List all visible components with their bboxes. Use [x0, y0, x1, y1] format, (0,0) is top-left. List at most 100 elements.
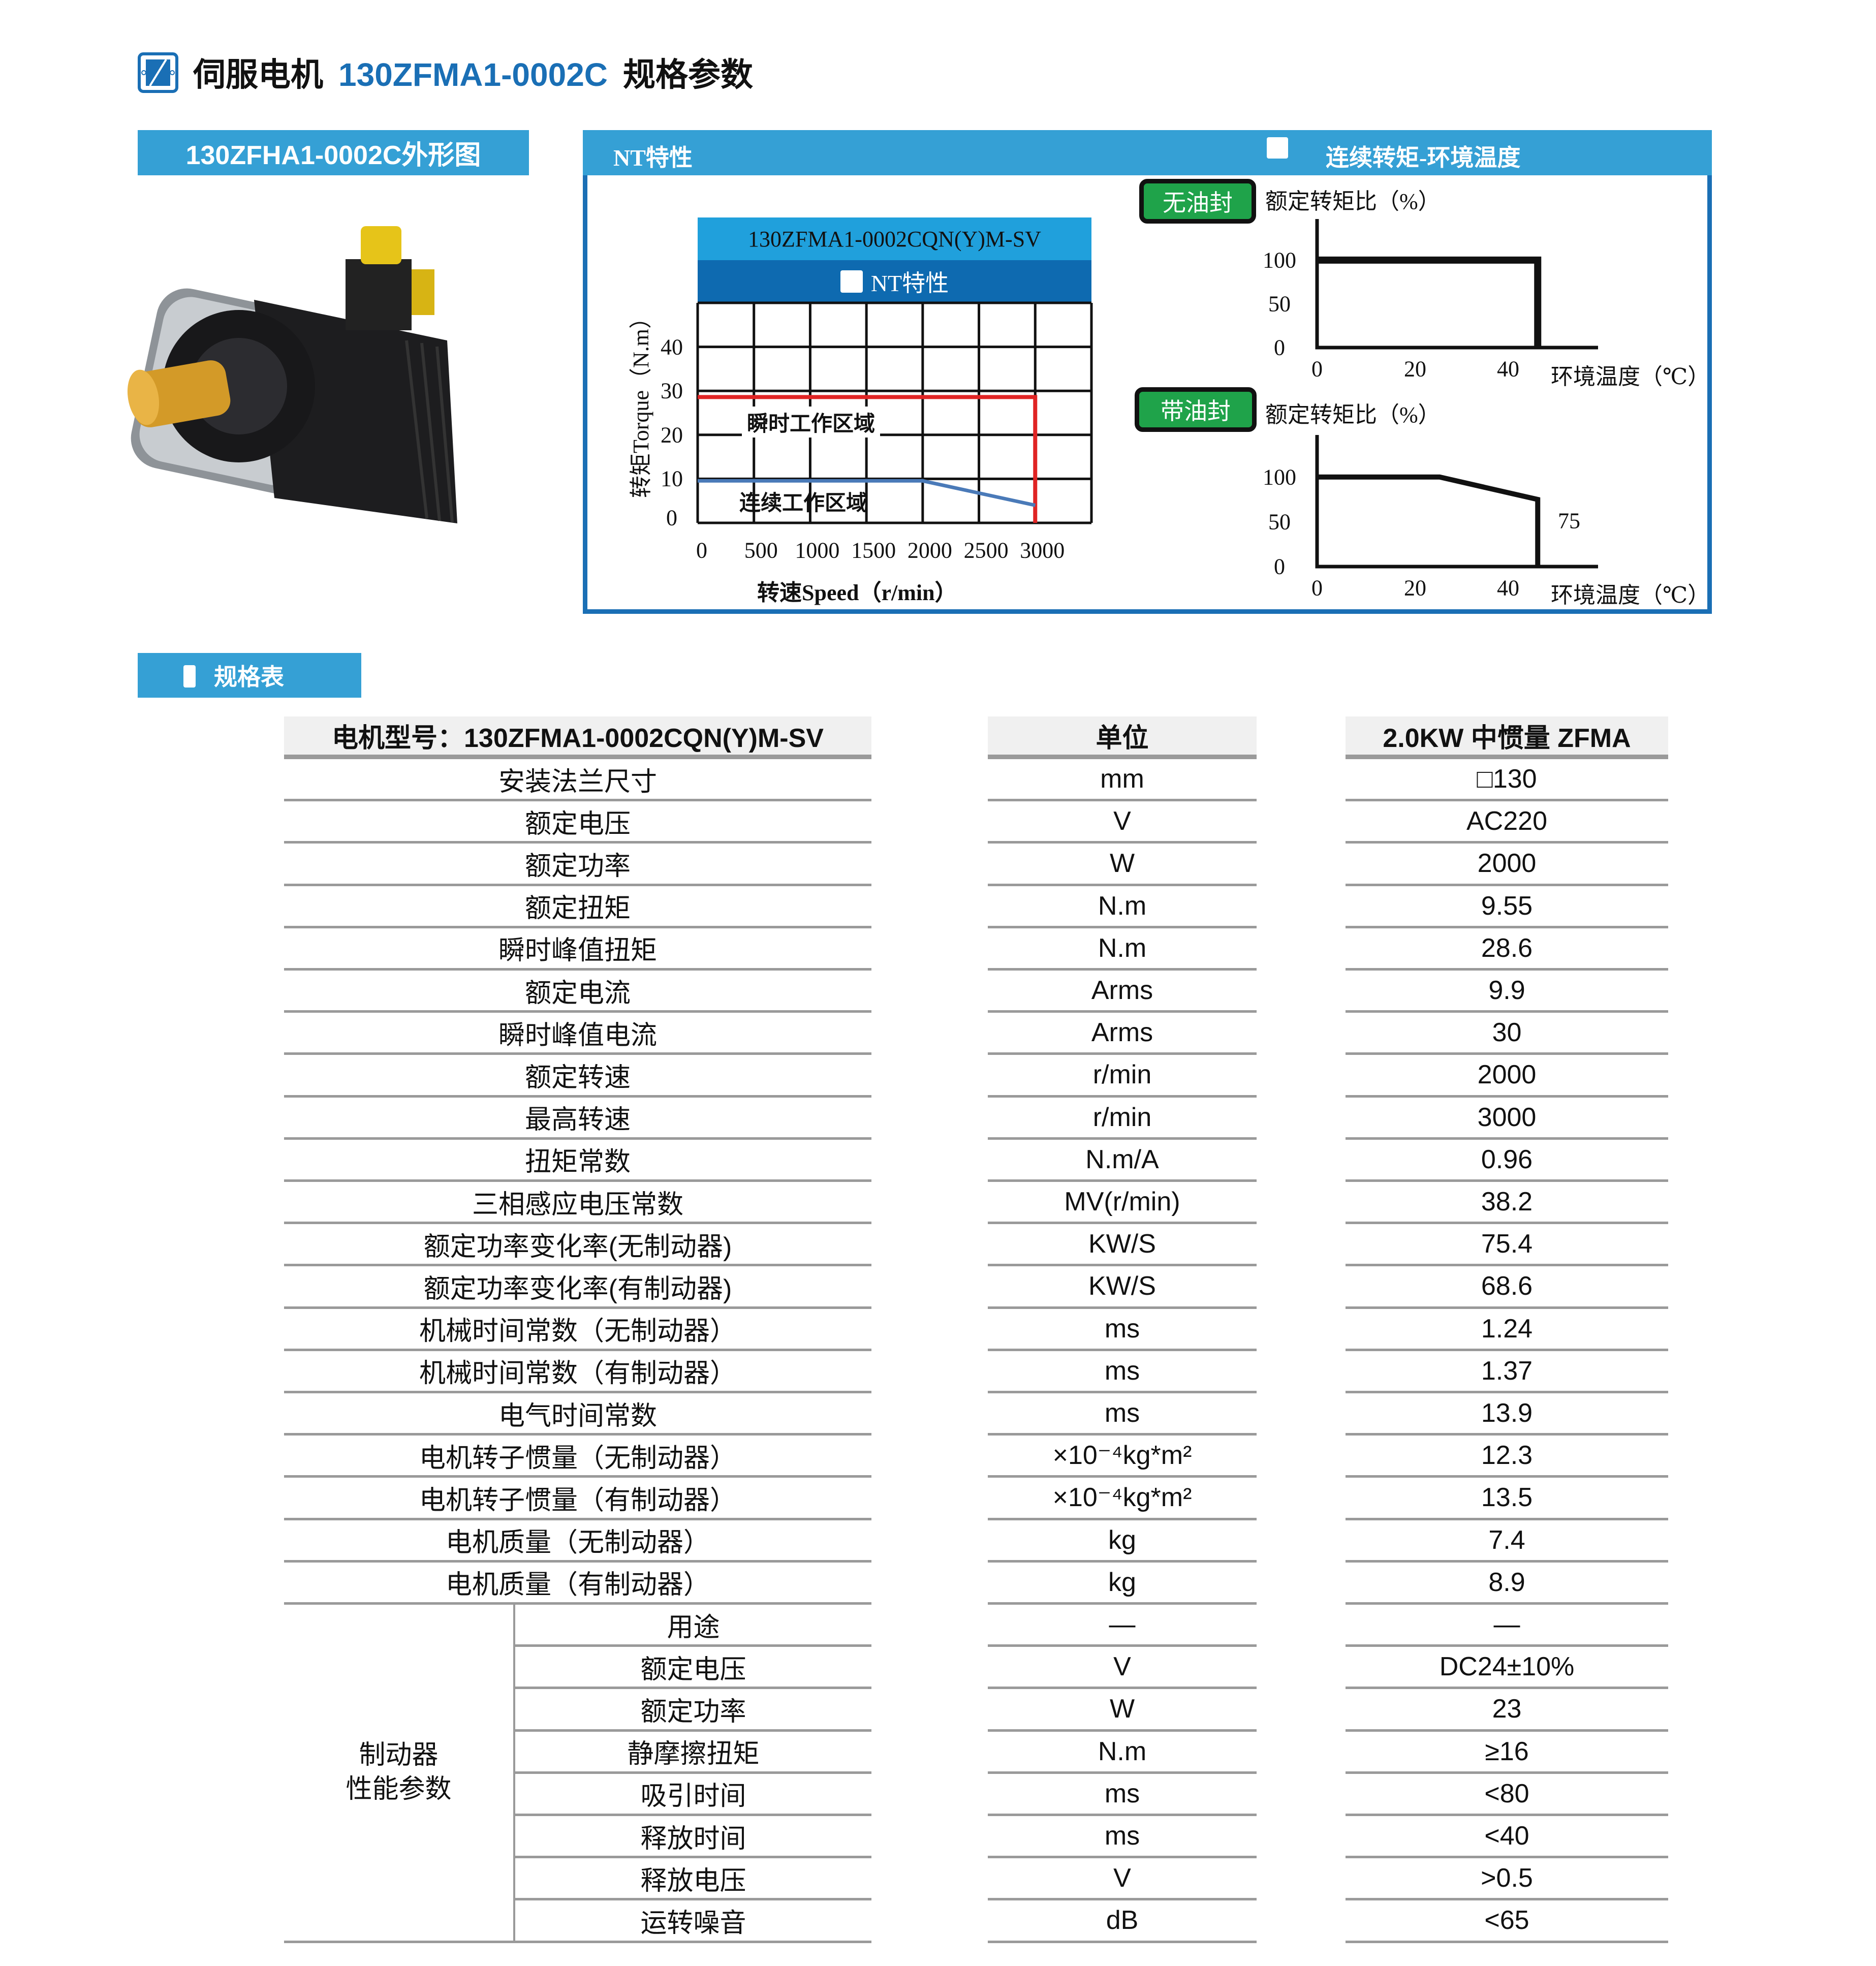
spec-row-value: 7.4: [1346, 1520, 1668, 1563]
spec-header-value: 2.0KW 中惯量 ZFMA: [1346, 716, 1668, 759]
spec-row-unit: ms: [988, 1351, 1257, 1393]
y-tick-label: 10: [661, 466, 683, 491]
spec-row-unit: N.m: [988, 886, 1257, 928]
derating-y-tick: 0: [1274, 335, 1285, 360]
nt-chart-subtitle: NT特性: [698, 260, 1091, 303]
brake-row-unit: W: [988, 1689, 1257, 1732]
spec-row-label: 扭矩常数: [284, 1140, 871, 1182]
spec-row-value: 12.3: [1346, 1436, 1668, 1478]
brake-row-label: 额定功率: [515, 1689, 871, 1732]
spec-row-value: 1.37: [1346, 1351, 1668, 1393]
brake-row-value: 23: [1346, 1689, 1668, 1732]
spec-row-unit: ms: [988, 1309, 1257, 1351]
brake-row-unit: ms: [988, 1816, 1257, 1859]
spec-row-label: 电机转子惯量（有制动器）: [284, 1478, 871, 1520]
spec-row-value: 38.2: [1346, 1182, 1668, 1225]
spec-row-label: 安装法兰尺寸: [284, 759, 871, 802]
spec-row-value: 0.96: [1346, 1140, 1668, 1182]
spec-row-value: 13.5: [1346, 1478, 1668, 1520]
derating2-x-label: 环境温度（℃）: [1551, 583, 1710, 608]
derating-x-tick: 40: [1497, 356, 1519, 382]
spec-row-label: 瞬时峰值电流: [284, 1013, 871, 1055]
nt-chart: [696, 219, 1598, 569]
spec-row-label: 额定功率变化率(有制动器): [284, 1266, 871, 1309]
y-tick-label: 20: [661, 422, 683, 448]
brake-row-value: <65: [1346, 1900, 1668, 1943]
page-title: 伺服电机 130ZFMA1-0002C 规格参数: [193, 49, 753, 96]
brake-row-value: <40: [1346, 1816, 1668, 1859]
x-tick-label: 0: [696, 538, 707, 563]
spec-row-value: 1.24: [1346, 1309, 1668, 1351]
brake-row-unit: —: [988, 1605, 1257, 1647]
brake-row-unit: ms: [988, 1774, 1257, 1816]
square-bullet-icon: [1267, 137, 1288, 159]
derating-line: [1317, 256, 1542, 348]
spec-row-label: 电机转子惯量（无制动器）: [284, 1436, 871, 1478]
title-prefix: 伺服电机: [193, 56, 323, 93]
spec-row-label: 额定扭矩: [284, 886, 871, 928]
spec-row-unit: ×10⁻⁴kg*m²: [988, 1436, 1257, 1478]
brake-row-unit: V: [988, 1858, 1257, 1901]
peak-region-label: 瞬时工作区域: [742, 407, 881, 438]
derating-x-tick: 40: [1497, 575, 1519, 601]
nt-panel-title: NT特性: [613, 145, 693, 171]
brake-row-value: >0.5: [1346, 1858, 1668, 1901]
derating-y-tick: 100: [1263, 464, 1296, 490]
spec-row-value: 9.55: [1346, 886, 1668, 928]
brake-row-label: 用途: [515, 1605, 871, 1647]
brake-row-unit: dB: [988, 1900, 1257, 1943]
spec-row-unit: KW/S: [988, 1224, 1257, 1267]
derating2-y-label: 额定转矩比（%）: [1265, 402, 1441, 427]
spec-row-unit: Arms: [988, 1013, 1257, 1055]
nt-y-axis-label: 转矩Torque（N.m）: [629, 306, 653, 498]
motor-image: [127, 226, 457, 523]
spec-row-value: 8.9: [1346, 1563, 1668, 1605]
spec-row-unit: mm: [988, 759, 1257, 802]
spec-row-value: 9.9: [1346, 971, 1668, 1013]
title-model: 130ZFMA1-0002C: [338, 56, 608, 93]
spec-row-label: 额定功率变化率(无制动器): [284, 1224, 871, 1267]
derating2-annotation: 75: [1558, 508, 1580, 534]
derating-axes: [1315, 435, 1598, 569]
spec-section-header: 规格表: [138, 653, 361, 698]
spec-row-unit: kg: [988, 1563, 1257, 1605]
derating-x-tick: 0: [1311, 356, 1323, 382]
x-tick-label: 3000: [1020, 538, 1065, 563]
spec-row-value: 30: [1346, 1013, 1668, 1055]
x-tick-label: 2500: [963, 538, 1009, 563]
brake-row-label: 释放时间: [515, 1816, 871, 1859]
derating-axes: [1315, 219, 1598, 350]
nt-chart-model: 130ZFMA1-0002CQN(Y)M-SV: [698, 217, 1091, 260]
spec-row-value: 2000: [1346, 1055, 1668, 1098]
spec-header-model: 电机型号：130ZFMA1-0002CQN(Y)M-SV: [284, 716, 871, 759]
derating-x-tick: 0: [1311, 575, 1323, 601]
derating-y-tick: 50: [1268, 291, 1291, 317]
spec-row-label: 三相感应电压常数: [284, 1182, 871, 1225]
continuous-region-label: 连续工作区域: [739, 492, 868, 515]
spec-row-unit: MV(r/min): [988, 1182, 1257, 1225]
spec-row-value: 75.4: [1346, 1224, 1668, 1267]
spec-row-unit: W: [988, 844, 1257, 886]
derating-y-tick: 100: [1263, 247, 1296, 273]
derating-x-tick: 20: [1404, 356, 1426, 382]
derating-title: 连续转矩-环境温度: [1326, 145, 1521, 171]
brake-row-value: <80: [1346, 1774, 1668, 1816]
derating-x-tick: 20: [1404, 575, 1426, 601]
spec-row-unit: V: [988, 801, 1257, 844]
spec-row-label: 额定功率: [284, 844, 871, 886]
square-bullet-icon: [183, 665, 196, 688]
derating1-y-label: 额定转矩比（%）: [1265, 189, 1441, 214]
brake-row-label: 吸引时间: [515, 1774, 871, 1816]
oil-seal-badge: 带油封: [1135, 387, 1257, 432]
spec-row-unit: r/min: [988, 1055, 1257, 1098]
square-bullet-icon: [840, 270, 863, 293]
title-suffix: 规格参数: [623, 56, 753, 93]
spec-row-label: 额定电压: [284, 801, 871, 844]
spec-row-unit: ×10⁻⁴kg*m²: [988, 1478, 1257, 1520]
spec-row-value: 3000: [1346, 1098, 1668, 1140]
spec-row-label: 额定电流: [284, 971, 871, 1013]
spec-row-unit: N.m: [988, 928, 1257, 971]
x-tick-label: 500: [744, 538, 778, 563]
derating-line: [1317, 474, 1541, 567]
spec-row-value: 28.6: [1346, 928, 1668, 971]
